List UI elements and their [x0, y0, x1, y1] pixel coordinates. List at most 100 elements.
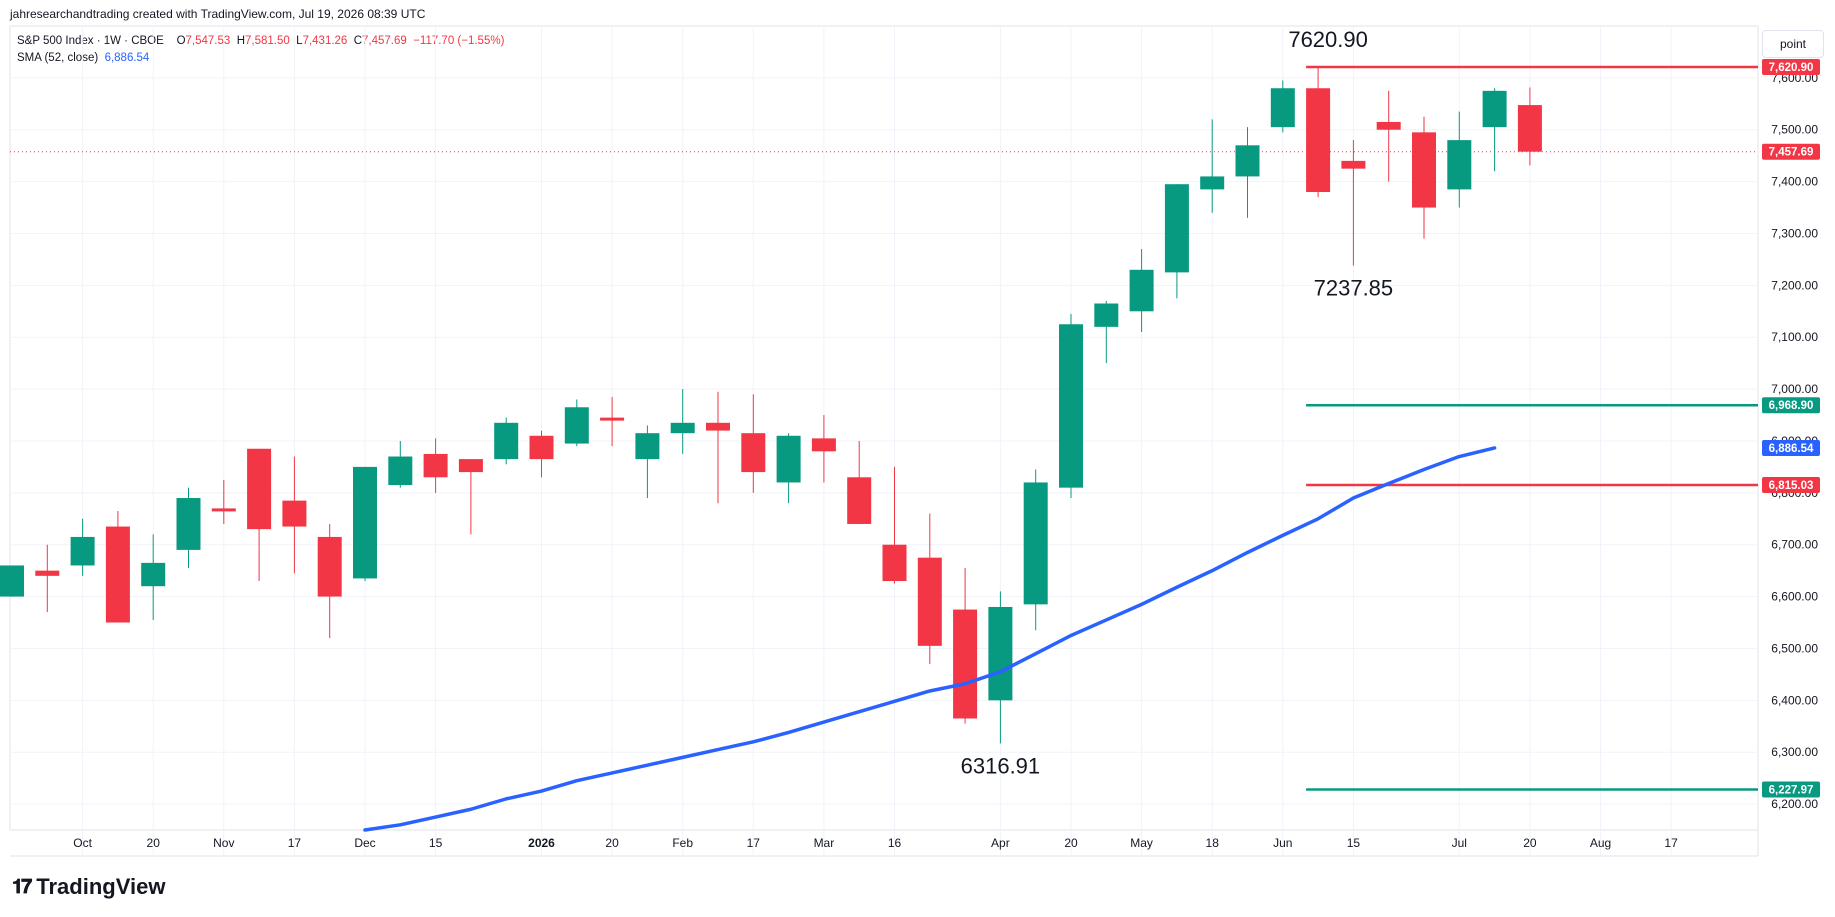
- candle: [105, 510, 130, 623]
- tradingview-logo-icon: 𝟏𝟕: [12, 875, 32, 898]
- candle-body: [0, 565, 24, 597]
- x-tick-label: 17: [288, 836, 302, 850]
- level-price-badge-bg: [1762, 781, 1820, 798]
- candle-body: [529, 435, 554, 460]
- candle-body: [1412, 132, 1436, 208]
- brand-name: TradingView: [36, 874, 166, 899]
- candle: [1306, 67, 1331, 198]
- candle: [282, 456, 307, 574]
- sma-line: [363, 446, 1497, 832]
- level-price-badge-bg: [1762, 397, 1820, 414]
- candle: [1200, 119, 1225, 213]
- last-price-badge: 7,457.69: [1769, 147, 1814, 159]
- sma-legend[interactable]: SMA (52, close) 6,886.54: [17, 52, 149, 64]
- candle: [1094, 300, 1119, 364]
- level-price-badge-bg: [1762, 477, 1820, 494]
- candle: [1376, 90, 1401, 182]
- candle: [635, 425, 660, 499]
- candle-body: [317, 536, 342, 597]
- candle: [670, 389, 695, 454]
- candle-body: [670, 422, 695, 434]
- price-annotation: 7237.85: [1314, 276, 1394, 301]
- y-tick-label: 7,400.00: [1771, 175, 1818, 189]
- candle: [917, 513, 942, 665]
- candle-body: [141, 562, 166, 587]
- candle-body: [1023, 482, 1048, 605]
- y-tick-label: 7,100.00: [1771, 330, 1818, 344]
- candle: [741, 394, 766, 493]
- point-mode-button[interactable]: point: [1762, 30, 1824, 58]
- candle-body: [388, 456, 413, 486]
- x-tick-label: Jul: [1452, 836, 1467, 850]
- close-value: 7,457.69: [362, 35, 407, 47]
- candle-body: [423, 453, 448, 478]
- candle: [988, 591, 1013, 744]
- candle: [0, 565, 24, 597]
- candle-body: [1200, 176, 1225, 190]
- sma-value: 6,886.54: [104, 52, 150, 64]
- candle-body: [1235, 145, 1260, 177]
- candle: [847, 440, 872, 524]
- y-tick-label: 6,400.00: [1771, 693, 1818, 707]
- y-tick-label: 7,500.00: [1771, 123, 1818, 137]
- x-tick-label: Oct: [73, 836, 92, 850]
- attribution-text: jahresearchandtrading created with Tradi…: [10, 7, 426, 21]
- y-tick-label: 6,300.00: [1771, 745, 1818, 759]
- sma-price-badge-bg: [1762, 439, 1820, 456]
- x-tick-label: 17: [747, 836, 761, 850]
- brand-footer: 𝟏𝟕 TradingView: [12, 874, 165, 900]
- candle-body: [458, 459, 483, 473]
- price-annotation: 7620.90: [1288, 27, 1368, 52]
- candle-body: [1306, 88, 1331, 192]
- candle-body: [635, 433, 660, 460]
- y-tick-label: 6,700.00: [1771, 538, 1818, 552]
- candle: [353, 466, 377, 582]
- candle: [529, 430, 554, 478]
- candle-body: [564, 407, 589, 444]
- candle-body: [741, 433, 766, 473]
- x-tick-label: May: [1130, 836, 1153, 850]
- y-tick-label: 7,300.00: [1771, 226, 1818, 240]
- x-tick-label: Jun: [1273, 836, 1292, 850]
- candle: [423, 438, 448, 493]
- candle-body: [211, 508, 236, 512]
- candle-body: [600, 417, 625, 421]
- level-price-badge-bg: [1762, 59, 1820, 76]
- candle-body: [882, 544, 907, 582]
- candle: [1235, 127, 1260, 218]
- x-tick-label: 17: [1664, 836, 1678, 850]
- candle: [247, 448, 272, 582]
- candle: [35, 544, 60, 613]
- candle-body: [176, 498, 201, 550]
- x-tick-label: Aug: [1590, 836, 1611, 850]
- candle-body: [811, 438, 836, 452]
- candle: [776, 433, 801, 504]
- level-price-badge: 6,815.03: [1769, 480, 1814, 492]
- candle-body: [1094, 303, 1119, 327]
- candle: [1023, 469, 1048, 631]
- candle: [494, 417, 519, 465]
- candle: [211, 479, 236, 524]
- candle-body: [1517, 105, 1542, 152]
- x-tick-label: 20: [1523, 836, 1537, 850]
- candle-body: [70, 536, 95, 566]
- low-label: L: [296, 35, 303, 47]
- candle: [882, 466, 907, 584]
- candle-body: [776, 435, 801, 483]
- high-value: 7,581.50: [245, 35, 290, 47]
- last-price-badge-bg: [1762, 143, 1820, 160]
- candle-body: [353, 466, 377, 579]
- candle: [1517, 87, 1542, 166]
- candle-body: [1164, 184, 1189, 273]
- candle: [1447, 111, 1472, 208]
- candle-body: [247, 448, 272, 530]
- candle: [1270, 80, 1295, 133]
- candle: [1059, 313, 1083, 499]
- symbol-label[interactable]: S&P 500 Index · 1W · CBOE: [17, 35, 164, 47]
- y-tick-label: 7,000.00: [1771, 382, 1818, 396]
- sma-price-badge: 6,886.54: [1769, 443, 1814, 455]
- x-tick-label: Mar: [814, 836, 835, 850]
- candle-body: [1059, 324, 1083, 488]
- x-tick-label: Feb: [672, 836, 693, 850]
